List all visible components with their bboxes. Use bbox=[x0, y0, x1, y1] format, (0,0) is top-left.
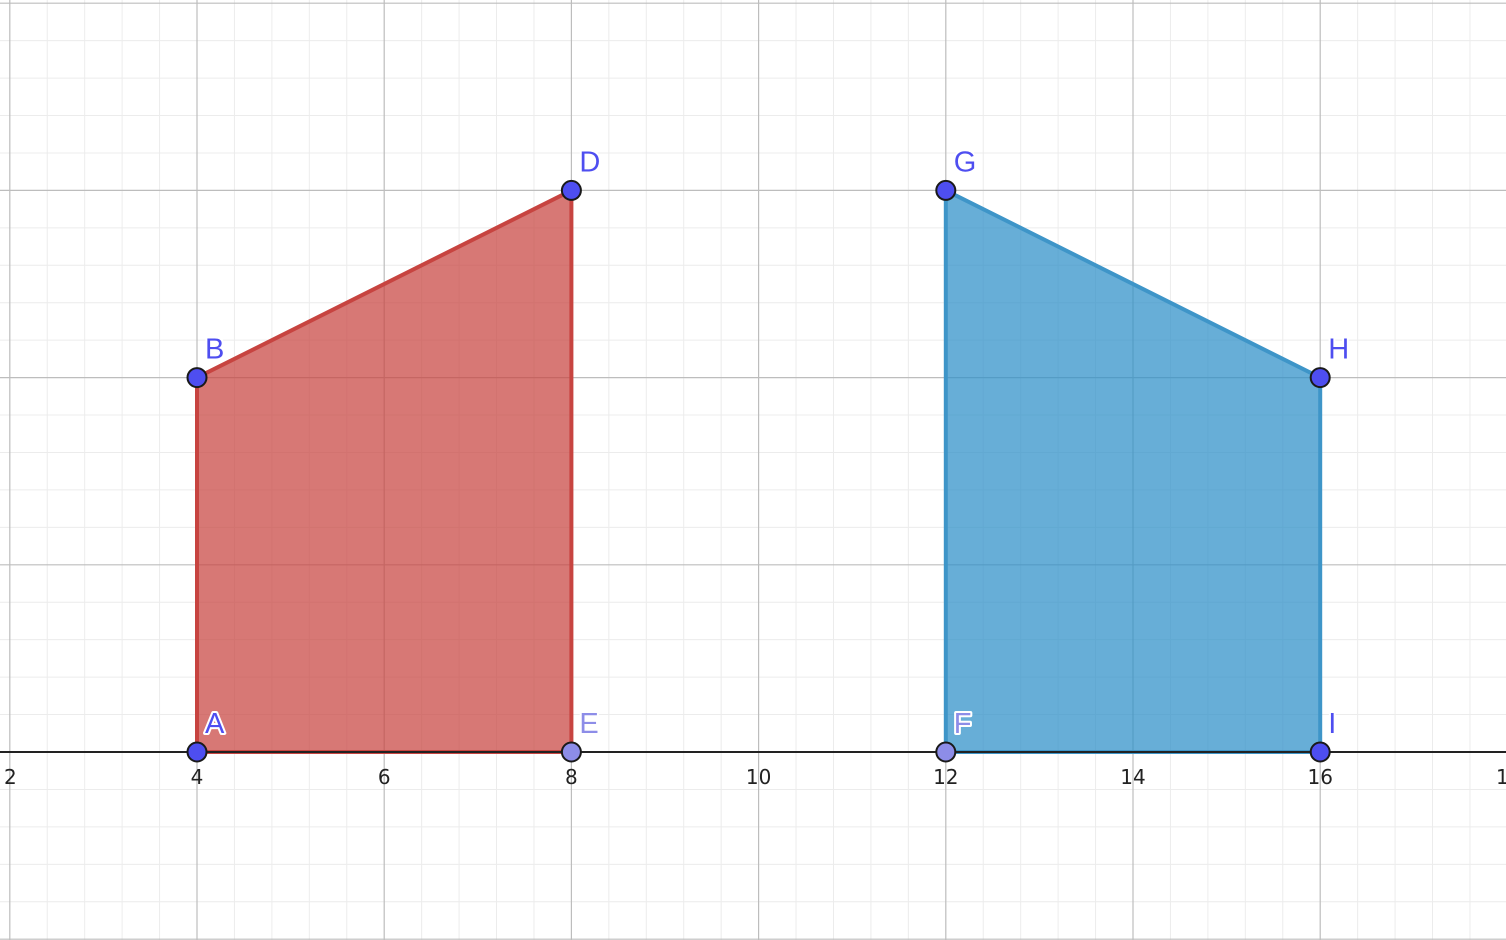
point-label-b: B bbox=[205, 334, 224, 366]
point-b[interactable] bbox=[186, 367, 208, 389]
polygons-layer bbox=[195, 188, 1323, 754]
point-label-i: I bbox=[1328, 708, 1336, 740]
x-tick-labels: 2 4 6 8 10 12 14 16 1 bbox=[4, 765, 1506, 789]
point-label-f: F bbox=[954, 708, 972, 740]
x-tick-label: 12 bbox=[933, 765, 958, 789]
x-tick-label: 16 bbox=[1307, 765, 1332, 789]
point-label-a: A bbox=[205, 708, 225, 740]
point-f[interactable] bbox=[935, 741, 957, 763]
point-h[interactable] bbox=[1309, 367, 1331, 389]
points-layer bbox=[186, 179, 1331, 763]
x-tick-label: 6 bbox=[378, 765, 391, 789]
point-label-e: E bbox=[579, 708, 598, 740]
x-tick-label: 1 bbox=[1496, 765, 1506, 789]
point-d[interactable] bbox=[560, 179, 582, 201]
point-label-h: H bbox=[1328, 334, 1349, 366]
point-label-g: G bbox=[954, 146, 977, 178]
x-tick-label: 14 bbox=[1120, 765, 1145, 789]
x-tick-label: 4 bbox=[191, 765, 204, 789]
point-a[interactable] bbox=[186, 741, 208, 763]
point-g[interactable] bbox=[935, 179, 957, 201]
x-tick-label: 8 bbox=[565, 765, 578, 789]
point-i[interactable] bbox=[1309, 741, 1331, 763]
point-label-d: D bbox=[579, 146, 600, 178]
x-tick-label: 10 bbox=[746, 765, 771, 789]
x-tick-label: 2 bbox=[4, 765, 17, 789]
point-labels-layer: A B D E F G H I bbox=[203, 144, 1351, 742]
point-e[interactable] bbox=[560, 741, 582, 763]
